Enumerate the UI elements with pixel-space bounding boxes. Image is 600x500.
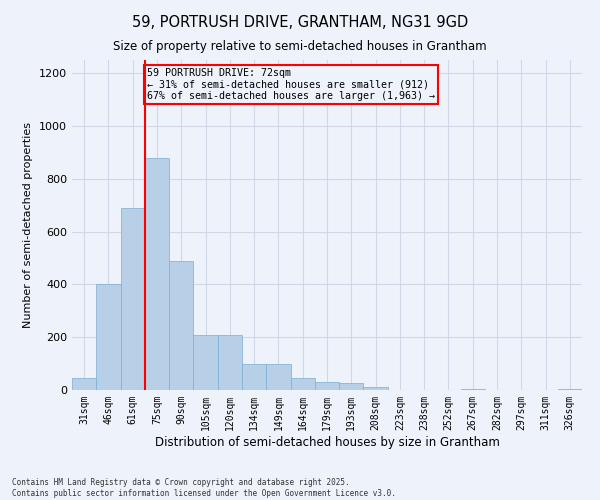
Bar xyxy=(169,260,193,390)
Bar xyxy=(121,208,145,390)
Text: Contains HM Land Registry data © Crown copyright and database right 2025.
Contai: Contains HM Land Registry data © Crown c… xyxy=(12,478,396,498)
Bar xyxy=(96,284,121,390)
X-axis label: Distribution of semi-detached houses by size in Grantham: Distribution of semi-detached houses by … xyxy=(155,436,499,448)
Bar xyxy=(193,334,218,390)
Bar xyxy=(72,378,96,390)
Bar xyxy=(266,364,290,390)
Y-axis label: Number of semi-detached properties: Number of semi-detached properties xyxy=(23,122,34,328)
Bar xyxy=(218,334,242,390)
Bar xyxy=(461,388,485,390)
Bar xyxy=(339,384,364,390)
Bar xyxy=(558,388,582,390)
Text: 59, PORTRUSH DRIVE, GRANTHAM, NG31 9GD: 59, PORTRUSH DRIVE, GRANTHAM, NG31 9GD xyxy=(132,15,468,30)
Text: Size of property relative to semi-detached houses in Grantham: Size of property relative to semi-detach… xyxy=(113,40,487,53)
Text: 59 PORTRUSH DRIVE: 72sqm
← 31% of semi-detached houses are smaller (912)
67% of : 59 PORTRUSH DRIVE: 72sqm ← 31% of semi-d… xyxy=(147,68,435,101)
Bar xyxy=(145,158,169,390)
Bar xyxy=(290,378,315,390)
Bar xyxy=(364,388,388,390)
Bar xyxy=(315,382,339,390)
Bar xyxy=(242,364,266,390)
